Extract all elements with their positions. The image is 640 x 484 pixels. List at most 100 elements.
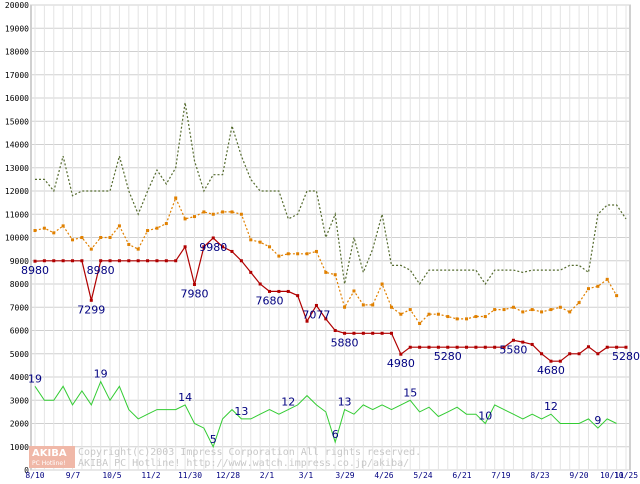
point-min_price	[61, 259, 65, 263]
y-tick-label: 7000	[10, 303, 29, 312]
point-min_price	[615, 345, 619, 349]
y-tick-label: 4000	[10, 373, 29, 382]
point-min_price	[89, 298, 93, 302]
point-min_price	[155, 259, 159, 263]
point-avg_price	[521, 310, 525, 314]
point-min_price	[324, 317, 328, 321]
data-label: 14	[178, 391, 192, 404]
point-min_price	[42, 259, 46, 263]
point-min_price	[530, 342, 534, 346]
point-min_price	[258, 282, 262, 286]
point-avg_price	[465, 317, 469, 321]
point-min_price	[493, 345, 497, 349]
point-min_price	[549, 359, 553, 363]
data-label: 4980	[387, 357, 415, 370]
point-avg_price	[296, 252, 300, 256]
series-line-min_price	[34, 237, 626, 362]
point-min_price	[465, 345, 469, 349]
point-avg_price	[493, 308, 497, 312]
point-avg_price	[380, 282, 384, 286]
series-line-avg_price	[34, 196, 618, 325]
point-min_price	[268, 289, 272, 293]
x-tick-label: 6/21	[452, 471, 471, 480]
point-min_price	[511, 338, 515, 342]
point-avg_price	[230, 210, 234, 214]
point-avg_price	[605, 277, 609, 281]
point-min_price	[596, 352, 600, 356]
point-avg_price	[239, 212, 243, 216]
y-tick-label: 6000	[10, 327, 29, 336]
y-tick-label: 8000	[10, 280, 29, 289]
data-label: 12	[544, 400, 558, 413]
point-avg_price	[418, 322, 422, 326]
point-min_price	[221, 245, 225, 249]
point-avg_price	[258, 240, 262, 244]
logo-box	[29, 446, 75, 468]
point-avg_price	[352, 289, 356, 293]
point-avg_price	[333, 273, 337, 277]
data-label: 8980	[21, 264, 49, 277]
point-avg_price	[249, 238, 253, 242]
y-tick-label: 10000	[5, 234, 29, 243]
point-min_price	[80, 259, 84, 263]
data-label: 6	[332, 428, 339, 441]
y-tick-label: 9000	[10, 257, 29, 266]
data-label: 7680	[256, 294, 284, 307]
point-avg_price	[511, 305, 515, 309]
point-avg_price	[558, 305, 562, 309]
y-tick-label: 17000	[5, 71, 29, 80]
point-min_price	[568, 352, 572, 356]
point-avg_price	[399, 312, 403, 316]
point-min_price	[314, 303, 318, 307]
axes: 0 1000 2000 3000 4000 5000 6000 7000 8000 9000 100…	[5, 1, 638, 480]
point-avg_price	[540, 310, 544, 314]
data-label: 19	[28, 372, 42, 385]
point-avg_price	[117, 224, 121, 228]
watermark: AKIBA PC Hotline! Copyright(c)2003 Impre…	[29, 446, 421, 469]
point-min_price	[399, 352, 403, 356]
point-min_price	[436, 345, 440, 349]
point-avg_price	[446, 315, 450, 319]
x-tick-label: 10/11	[600, 471, 624, 480]
point-min_price	[408, 345, 412, 349]
logo-sub: PC Hotline!	[32, 460, 65, 467]
y-tick-label: 13000	[5, 164, 29, 173]
point-min_price	[230, 249, 234, 253]
point-avg_price	[277, 254, 281, 258]
data-label: 13	[234, 405, 248, 418]
point-min_price	[127, 259, 131, 263]
point-avg_price	[530, 308, 534, 312]
point-min_price	[333, 329, 337, 332]
point-min_price	[117, 259, 121, 263]
point-avg_price	[52, 231, 56, 235]
y-tick-label: 5000	[10, 350, 29, 359]
data-label: 12	[281, 396, 295, 409]
y-tick-label: 16000	[5, 94, 29, 103]
point-min_price	[427, 345, 431, 349]
point-avg_price	[61, 224, 65, 228]
point-min_price	[211, 236, 215, 240]
point-avg_price	[192, 215, 196, 219]
data-label: 5580	[499, 343, 527, 356]
data-label: 7980	[180, 287, 208, 300]
point-min_price	[164, 259, 168, 263]
point-min_price	[192, 282, 196, 286]
point-min_price	[474, 345, 478, 349]
data-label: 19	[94, 368, 108, 381]
point-min_price	[305, 319, 309, 323]
point-avg_price	[455, 317, 459, 321]
data-label: 8980	[87, 264, 115, 277]
series-line-shop_count	[34, 380, 617, 449]
y-tick-label: 19000	[5, 24, 29, 33]
x-tick-label: 11/2	[141, 471, 160, 480]
point-avg_price	[108, 236, 112, 239]
point-avg_price	[136, 247, 140, 251]
y-tick-label: 18000	[5, 48, 29, 57]
point-avg_price	[155, 226, 159, 230]
point-min_price	[483, 345, 487, 349]
point-min_price	[202, 245, 206, 249]
data-label: 7299	[77, 303, 105, 316]
point-avg_price	[99, 236, 103, 239]
point-avg_price	[324, 270, 328, 274]
point-min_price	[502, 345, 506, 349]
